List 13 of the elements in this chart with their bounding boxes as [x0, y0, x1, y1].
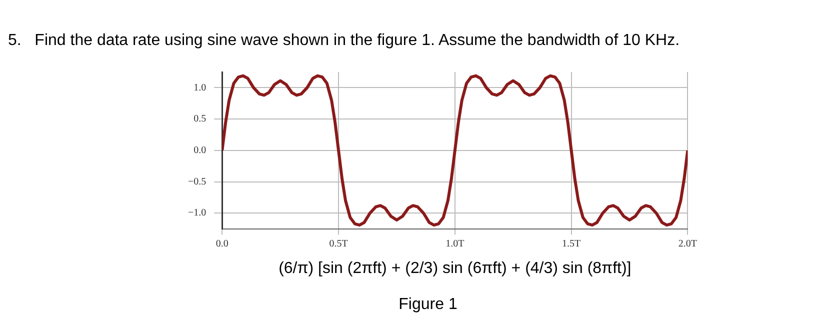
x-tick-label: 1.5T	[562, 238, 581, 250]
caption: Figure 1	[398, 296, 458, 314]
y-tick-label: −1.0	[188, 208, 206, 219]
x-tick-label: 0.0	[216, 238, 228, 250]
y-tick-label: 0.0	[194, 145, 206, 156]
x-tick-label: 1.0T	[446, 238, 464, 250]
x-tick-label: 2.0T	[678, 238, 697, 250]
x-tick-label: 0.5T	[329, 238, 348, 250]
chart-title: 5. Find the data rate using sine wave shown in the figure 1. Assume the bandwidth of 10 KHz.	[8, 32, 680, 50]
y-tick-label: −0.5	[188, 176, 206, 188]
y-tick-label: 0.5	[194, 114, 206, 125]
x-axis-title: (6/π) [sin (2πft) + (2/3) sin (6πft) + (4/3) sin (8πft)]	[278, 260, 632, 277]
y-tick-label: 1.0	[194, 82, 206, 94]
